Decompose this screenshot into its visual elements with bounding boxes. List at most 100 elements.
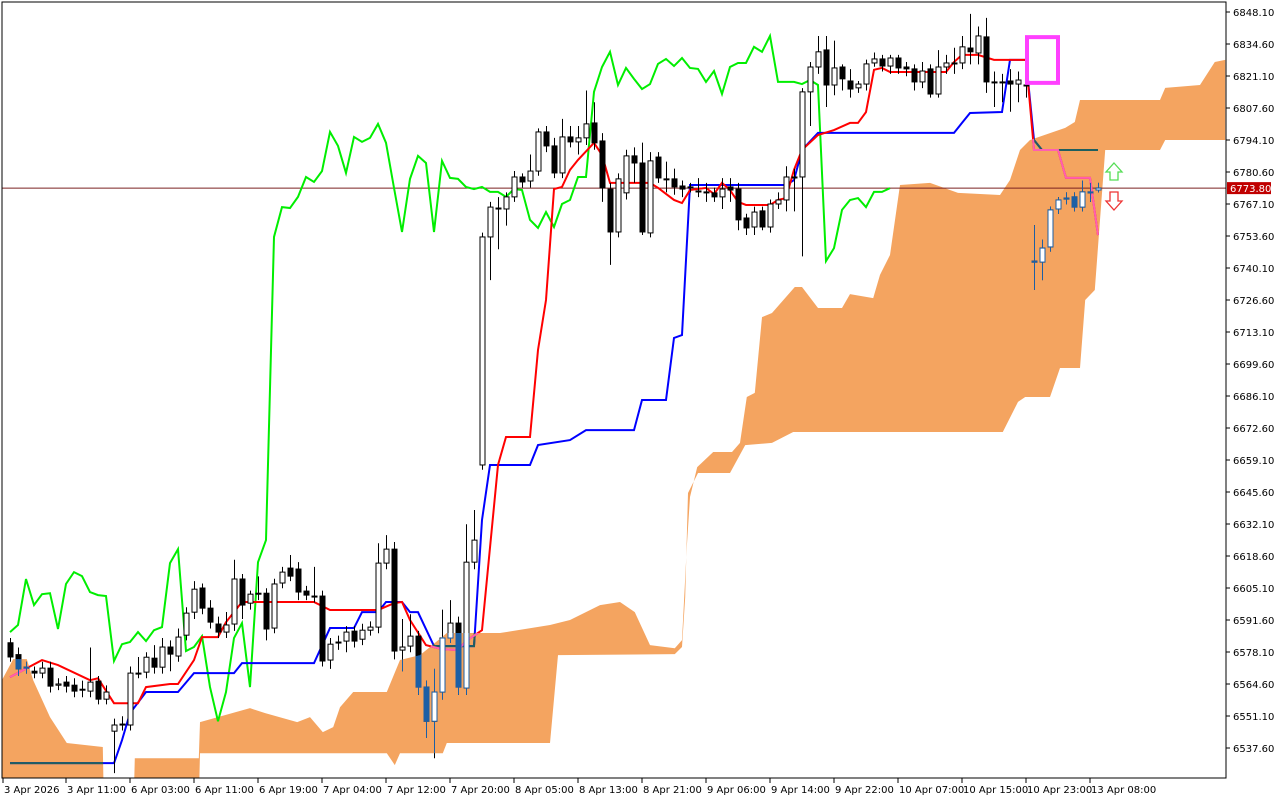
candle-in-cloud[interactable]: [423, 680, 430, 739]
candle[interactable]: [655, 152, 662, 183]
candle[interactable]: [583, 90, 590, 145]
candle[interactable]: [759, 206, 766, 231]
candle[interactable]: [119, 716, 126, 731]
candle[interactable]: [791, 168, 798, 212]
candle[interactable]: [1007, 69, 1014, 112]
candle-in-cloud[interactable]: [431, 668, 438, 759]
candle[interactable]: [551, 137, 558, 179]
candle[interactable]: [31, 666, 38, 679]
candle[interactable]: [687, 182, 694, 193]
candle[interactable]: [375, 543, 382, 634]
candle[interactable]: [383, 535, 390, 570]
candle[interactable]: [495, 197, 502, 250]
candle[interactable]: [839, 64, 846, 91]
candle[interactable]: [711, 187, 718, 202]
candle[interactable]: [663, 161, 670, 193]
candle[interactable]: [311, 566, 318, 603]
candle-in-cloud[interactable]: [1071, 192, 1078, 212]
candle[interactable]: [103, 685, 110, 705]
candle[interactable]: [599, 133, 606, 202]
candle[interactable]: [615, 173, 622, 238]
candle[interactable]: [79, 680, 86, 698]
candle[interactable]: [111, 718, 118, 774]
candle[interactable]: [591, 102, 598, 150]
candle[interactable]: [559, 118, 566, 179]
candle[interactable]: [607, 182, 614, 265]
candle[interactable]: [167, 640, 174, 672]
candle[interactable]: [575, 126, 582, 155]
price-axis[interactable]: 6848.10 6834.60 6821.10 6807.60 6794.10 6780.…: [1226, 8, 1274, 755]
candle[interactable]: [327, 638, 334, 669]
candle[interactable]: [823, 35, 830, 108]
candle[interactable]: [303, 585, 310, 601]
candle[interactable]: [775, 192, 782, 209]
candle[interactable]: [407, 614, 414, 653]
candle[interactable]: [503, 192, 510, 226]
candle[interactable]: [815, 35, 822, 74]
candle[interactable]: [631, 147, 638, 183]
candle[interactable]: [671, 168, 678, 195]
candle[interactable]: [215, 616, 222, 639]
candle[interactable]: [255, 576, 262, 601]
candle[interactable]: [727, 178, 734, 202]
candle-in-cloud[interactable]: [1055, 197, 1062, 214]
plot-area[interactable]: [0, 13, 1226, 800]
candle[interactable]: [751, 206, 758, 236]
candle[interactable]: [271, 578, 278, 634]
candle[interactable]: [151, 645, 158, 674]
candle[interactable]: [1015, 71, 1022, 103]
candle[interactable]: [207, 600, 214, 629]
candle[interactable]: [223, 611, 230, 639]
candle[interactable]: [623, 149, 630, 200]
candle[interactable]: [295, 562, 302, 601]
candle[interactable]: [695, 178, 702, 198]
candle[interactable]: [879, 54, 886, 72]
candle[interactable]: [55, 678, 62, 691]
time-axis[interactable]: 3 Apr 2026 3 Apr 11:00 6 Apr 03:00 6 Apr 11…: [2, 778, 1156, 796]
candle[interactable]: [943, 54, 950, 74]
candle[interactable]: [903, 62, 910, 77]
candle[interactable]: [783, 166, 790, 212]
candle[interactable]: [567, 126, 574, 148]
candle[interactable]: [519, 173, 526, 188]
candle[interactable]: [767, 199, 774, 233]
candle[interactable]: [279, 566, 286, 589]
candle[interactable]: [239, 574, 246, 620]
candle[interactable]: [479, 232, 486, 470]
candle[interactable]: [95, 675, 102, 705]
candle[interactable]: [951, 47, 958, 74]
candle[interactable]: [743, 213, 750, 236]
candle[interactable]: [647, 152, 654, 238]
candle[interactable]: [991, 71, 998, 108]
candle[interactable]: [143, 652, 150, 679]
candle[interactable]: [343, 626, 350, 653]
candle[interactable]: [39, 661, 46, 679]
candle-in-cloud[interactable]: [1039, 239, 1046, 281]
candle[interactable]: [47, 661, 54, 693]
candle[interactable]: [527, 154, 534, 188]
candle[interactable]: [927, 64, 934, 98]
candle[interactable]: [319, 590, 326, 667]
candle-in-cloud[interactable]: [1047, 206, 1054, 252]
candle[interactable]: [975, 26, 982, 65]
candle[interactable]: [159, 638, 166, 674]
candle[interactable]: [871, 52, 878, 67]
candle[interactable]: [471, 510, 478, 570]
candle[interactable]: [487, 201, 494, 281]
candle[interactable]: [231, 559, 238, 631]
candle[interactable]: [127, 666, 134, 731]
candle[interactable]: [191, 581, 198, 620]
candle[interactable]: [135, 656, 142, 679]
candle[interactable]: [855, 80, 862, 93]
candle[interactable]: [391, 542, 398, 660]
candle[interactable]: [847, 69, 854, 98]
candle[interactable]: [887, 54, 894, 74]
candle[interactable]: [359, 623, 366, 646]
candle[interactable]: [911, 64, 918, 91]
candle[interactable]: [175, 628, 182, 662]
candle[interactable]: [511, 171, 518, 202]
candle[interactable]: [807, 62, 814, 127]
candle[interactable]: [71, 678, 78, 698]
candle[interactable]: [735, 182, 742, 231]
